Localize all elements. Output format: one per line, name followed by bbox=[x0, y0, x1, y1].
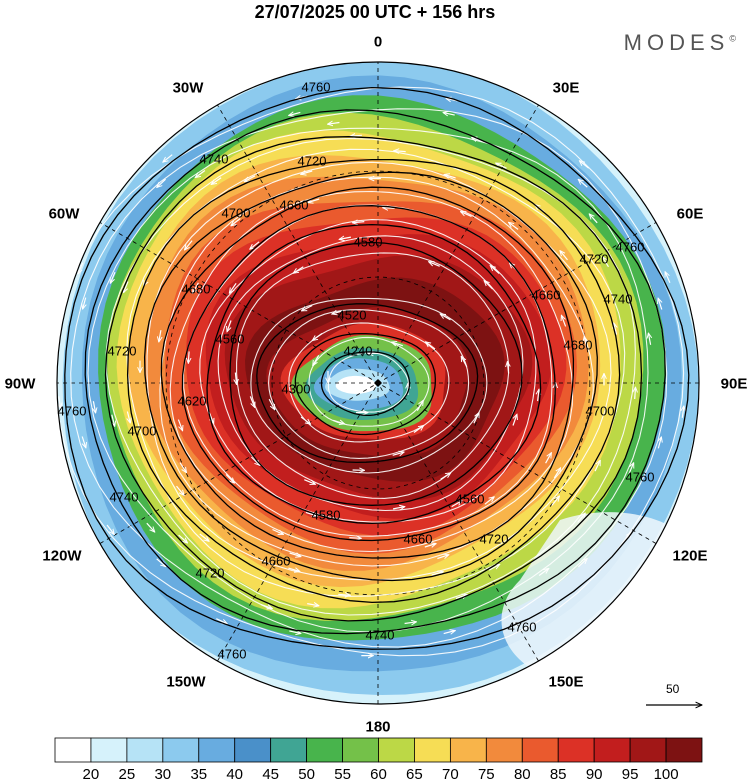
contour-label: 4680 bbox=[182, 281, 211, 296]
contour-label: 4660 bbox=[262, 553, 291, 568]
colorbar-tick: 95 bbox=[622, 766, 639, 782]
contour-label: 4580 bbox=[312, 507, 341, 522]
colorbar-swatch bbox=[307, 738, 343, 762]
colorbar-swatch bbox=[55, 738, 91, 762]
contour-label: 4720 bbox=[298, 153, 327, 168]
colorbar-tick: 90 bbox=[586, 766, 603, 782]
contour-label: 4240 bbox=[344, 343, 373, 358]
colorbar-tick: 60 bbox=[370, 766, 387, 782]
colorbar: 20 25 30 35 40 45 50 55 60 65 70 75 80 85 90 95 100 bbox=[0, 730, 750, 782]
contour-label: 4660 bbox=[280, 197, 309, 212]
colorbar-tick: 50 bbox=[298, 766, 315, 782]
contour-label: 4760 bbox=[218, 646, 247, 661]
contour-label: 4560 bbox=[456, 491, 485, 506]
colorbar-swatch bbox=[199, 738, 235, 762]
contour-label: 4700 bbox=[222, 205, 251, 220]
contour-label: 4300 bbox=[282, 381, 311, 396]
contour-label: 4660 bbox=[404, 531, 433, 546]
wind-arrow bbox=[188, 351, 189, 363]
colorbar-tick: 75 bbox=[478, 766, 495, 782]
colorbar-swatch bbox=[450, 738, 486, 762]
colorbar-tick: 70 bbox=[442, 766, 459, 782]
lon-label-60w: 60W bbox=[49, 206, 80, 223]
contour-label: 4560 bbox=[216, 331, 245, 346]
lon-label-120e: 120E bbox=[672, 548, 707, 565]
lon-label-30w: 30W bbox=[173, 80, 204, 97]
contour-label: 4720 bbox=[580, 251, 609, 266]
colorbar-swatch bbox=[271, 738, 307, 762]
colorbar-swatch bbox=[486, 738, 522, 762]
colorbar-tick: 30 bbox=[154, 766, 171, 782]
wind-arrow bbox=[349, 538, 361, 539]
colorbar-tick: 35 bbox=[190, 766, 207, 782]
contour-label: 4520 bbox=[338, 307, 367, 322]
contour-label: 4760 bbox=[58, 403, 87, 418]
lon-label-30e: 30E bbox=[553, 80, 580, 97]
contour-label: 4760 bbox=[616, 239, 645, 254]
colorbar-swatch bbox=[343, 738, 379, 762]
colorbar-swatch bbox=[379, 738, 415, 762]
contour-label: 4720 bbox=[480, 531, 509, 546]
contour-label: 4740 bbox=[200, 151, 229, 166]
contour-label: 4740 bbox=[366, 627, 395, 642]
contour-label: 4580 bbox=[354, 234, 383, 249]
colorbar-swatch bbox=[235, 738, 271, 762]
contour-label: 4700 bbox=[586, 403, 615, 418]
colorbar-swatch bbox=[163, 738, 199, 762]
contour-label: 4660 bbox=[532, 287, 561, 302]
colorbar-tick: 55 bbox=[334, 766, 351, 782]
colorbar-swatch bbox=[630, 738, 666, 762]
lon-label-60e: 60E bbox=[677, 206, 704, 223]
colorbar-tick: 100 bbox=[654, 766, 679, 782]
colorbar-swatch bbox=[594, 738, 630, 762]
wind-scale-label: 50 bbox=[666, 682, 679, 696]
wind-arrow bbox=[635, 387, 636, 399]
lon-label-150e: 150E bbox=[548, 674, 583, 691]
lon-label-120w: 120W bbox=[42, 548, 81, 565]
colorbar-tick: 45 bbox=[262, 766, 279, 782]
contour-label: 4740 bbox=[604, 291, 633, 306]
colorbar-tick: 85 bbox=[550, 766, 567, 782]
contour-label: 4680 bbox=[564, 337, 593, 352]
colorbar-swatch bbox=[414, 738, 450, 762]
lon-label-0: 0 bbox=[374, 34, 382, 51]
contour-label: 4760 bbox=[508, 619, 537, 634]
colorbar-swatch bbox=[91, 738, 127, 762]
contour-label: 4740 bbox=[110, 489, 139, 504]
lon-label-90e: 90E bbox=[721, 376, 748, 393]
contour-label: 4720 bbox=[108, 343, 137, 358]
colorbar-tick: 65 bbox=[406, 766, 423, 782]
colorbar-tick: 80 bbox=[514, 766, 531, 782]
lon-label-150w: 150W bbox=[166, 674, 205, 691]
colorbar-tick: 40 bbox=[226, 766, 243, 782]
polar-map: 4760 4760 4760 4760 4760 4760 4740 4740 4740 4740… bbox=[0, 0, 750, 730]
colorbar-swatch bbox=[666, 738, 702, 762]
contour-label: 4760 bbox=[302, 79, 331, 94]
colorbar-tick: 25 bbox=[119, 766, 136, 782]
colorbar-swatch bbox=[522, 738, 558, 762]
colorbar-swatch bbox=[558, 738, 594, 762]
contour-label: 4760 bbox=[626, 469, 655, 484]
lon-label-90w: 90W bbox=[5, 376, 36, 393]
colorbar-swatch bbox=[127, 738, 163, 762]
contour-label: 4720 bbox=[196, 565, 225, 580]
contour-label: 4700 bbox=[128, 423, 157, 438]
colorbar-tick: 20 bbox=[83, 766, 100, 782]
contour-label: 4620 bbox=[178, 393, 207, 408]
